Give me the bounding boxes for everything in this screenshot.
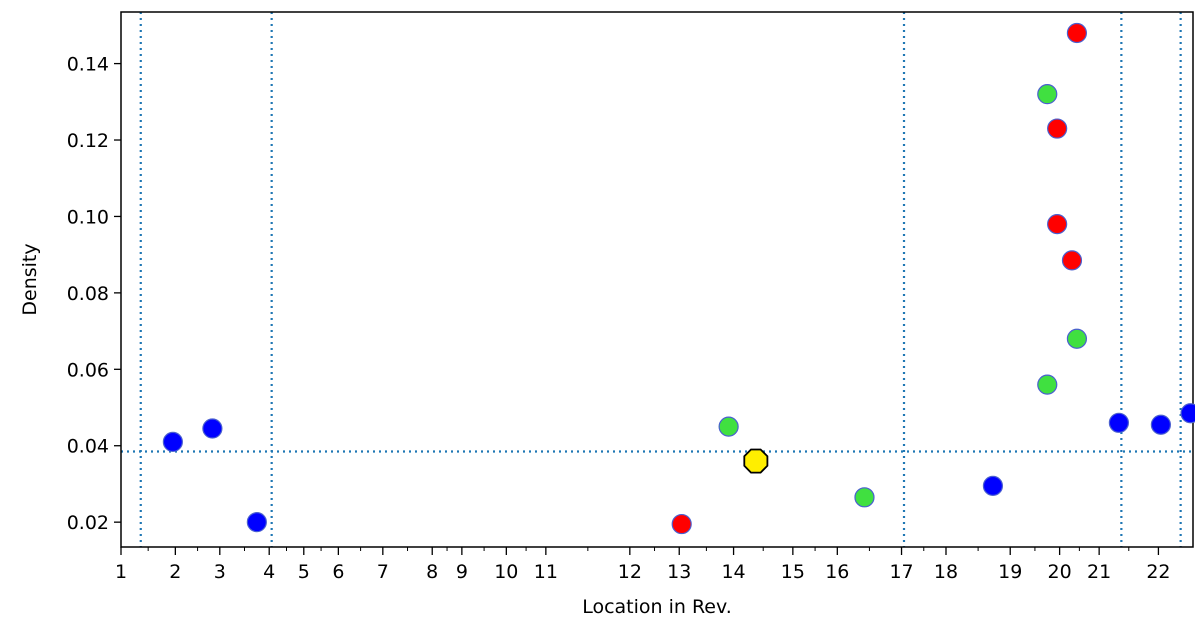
- x-tick-label: 3: [214, 561, 226, 583]
- green-data-point: [1066, 328, 1088, 349]
- x-tick-label: 5: [298, 561, 310, 583]
- green-data-point: [1037, 374, 1058, 395]
- blue-data-point: [202, 418, 223, 439]
- y-tick-label: 0.10: [67, 206, 109, 228]
- red-data-point: [1047, 213, 1068, 235]
- green-data-point: [718, 416, 739, 437]
- red-data-point: [671, 513, 692, 535]
- y-tick-label: 0.02: [67, 512, 109, 534]
- x-tick-label: 17: [889, 561, 913, 583]
- blue-data-point: [1180, 403, 1195, 424]
- x-tick-label: 6: [332, 561, 344, 583]
- y-axis-label: Density: [19, 243, 41, 315]
- red-data-point: [1061, 250, 1083, 271]
- x-tick-label: 2: [169, 561, 181, 583]
- x-tick-label: 21: [1087, 561, 1111, 583]
- x-axis-label: Location in Rev.: [582, 596, 732, 618]
- x-tick-label: 8: [426, 561, 438, 583]
- data-points: [162, 22, 1195, 535]
- blue-data-point: [982, 475, 1004, 496]
- x-tick-label: 10: [494, 561, 518, 583]
- x-tick-label: 9: [456, 561, 468, 583]
- y-tick-label: 0.12: [67, 130, 109, 152]
- x-tick-label: 7: [377, 561, 389, 583]
- x-axis-ticks: 1 2 3 4 5 6 7 8 9 10 11 12 13 14 15 16 17 18 19 20 21 22: [115, 547, 1171, 583]
- y-tick-label: 0.14: [67, 54, 109, 76]
- x-tick-label: 18: [934, 561, 958, 583]
- x-tick-label: 16: [825, 561, 849, 583]
- x-tick-label: 4: [263, 561, 275, 583]
- red-data-point: [1066, 22, 1088, 44]
- y-tick-label: 0.08: [67, 283, 109, 305]
- red-data-point: [1047, 118, 1068, 139]
- green-data-point: [854, 487, 875, 508]
- x-tick-label: 12: [618, 561, 642, 583]
- green-data-point: [1037, 84, 1058, 105]
- blue-data-point: [1108, 412, 1129, 433]
- x-tick-label: 11: [534, 561, 558, 583]
- x-tick-label: 20: [1048, 561, 1072, 583]
- x-tick-label: 13: [667, 561, 691, 583]
- x-tick-label: 14: [721, 561, 745, 583]
- y-tick-label: 0.06: [67, 359, 109, 381]
- blue-data-point: [246, 512, 267, 533]
- x-tick-label: 1: [115, 561, 127, 583]
- blue-data-point: [1150, 414, 1171, 435]
- yellow-octagon-point: [743, 448, 769, 474]
- reference-lines: [121, 12, 1193, 547]
- plot-frame: [120, 11, 1194, 548]
- y-tick-label: 0.04: [67, 436, 109, 458]
- x-tick-label: 22: [1146, 561, 1170, 583]
- x-tick-label: 19: [998, 561, 1022, 583]
- blue-data-point: [162, 431, 183, 453]
- y-axis-ticks: 0.02 0.04 0.06 0.08 0.10 0.12 0.14: [67, 54, 121, 534]
- x-tick-label: 15: [781, 561, 805, 583]
